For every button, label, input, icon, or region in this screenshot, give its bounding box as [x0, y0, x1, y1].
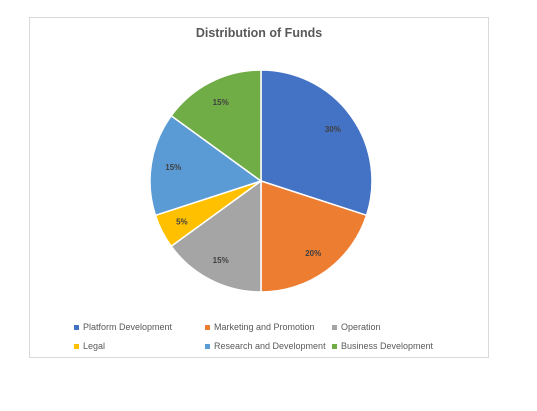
legend-label: Platform Development: [83, 322, 173, 332]
pie-chart: 30% 20% 15% 5% 15% 15%: [149, 69, 373, 293]
legend-item-operation: Operation: [332, 322, 381, 332]
legend-swatch: [205, 324, 210, 330]
chart-title: Distribution of Funds: [195, 26, 323, 40]
legend-label: Research and Development: [214, 341, 326, 351]
legend-swatch: [74, 343, 79, 349]
legend-label: Operation: [341, 322, 381, 332]
legend-swatch: [332, 324, 337, 330]
legend-swatch: [74, 324, 79, 330]
legend-item-business-development: Business Development: [332, 341, 433, 351]
chart-area: Distribution of Funds 30% 20% 15% 5% 15% 15% …: [29, 17, 489, 358]
data-label-platform-development: 30%: [325, 125, 341, 134]
legend-swatch: [205, 343, 210, 349]
data-label-marketing-and-promotion: 20%: [305, 249, 321, 258]
pie-slice-business-development: [170, 69, 262, 183]
legend-item-marketing-and-promotion: Marketing and Promotion: [205, 322, 315, 332]
legend-item-legal: Legal: [74, 341, 105, 351]
data-label-research-and-development: 15%: [165, 163, 181, 172]
legend-item-platform-development: Platform Development: [74, 322, 172, 332]
legend-label: Business Development: [341, 341, 434, 351]
data-label-operation: 15%: [213, 256, 229, 265]
legend-swatch: [332, 343, 337, 349]
data-label-business-development: 15%: [213, 98, 229, 107]
legend-item-research-and-development: Research and Development: [205, 341, 326, 351]
pie-slice-platform-development: [260, 69, 373, 217]
data-label-legal: 5%: [176, 217, 188, 226]
pie-slice-operation: [170, 179, 262, 293]
legend-label: Legal: [83, 341, 106, 351]
pie-slice-research-and-development: [149, 114, 263, 217]
pie-slice-marketing-and-promotion: [260, 179, 368, 293]
legend-label: Marketing and Promotion: [214, 322, 315, 332]
